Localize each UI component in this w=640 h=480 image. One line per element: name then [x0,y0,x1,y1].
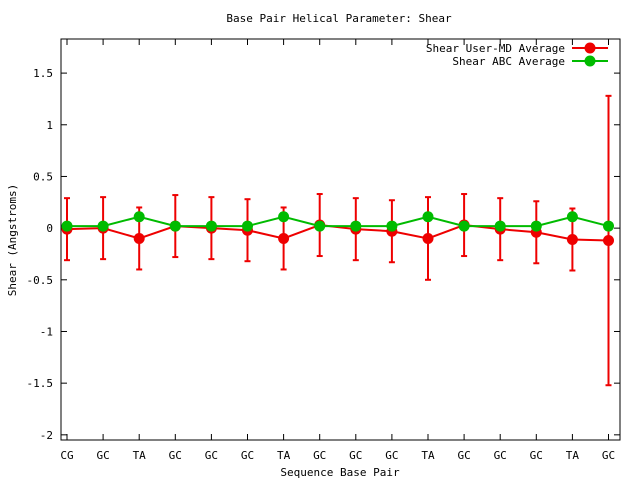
data-point [350,220,362,232]
x-axis: CG GC TA GC GC GC TA GC GC GC TA GC GC GC TA GC [60,39,615,462]
x-tick-label: TA [277,449,291,462]
y-tick-label: 0 [46,222,53,235]
y-tick-label: 0.5 [33,170,53,183]
x-tick-label: TA [566,449,580,462]
x-tick-label: TA [421,449,435,462]
data-point [205,220,217,232]
y-axis: 1.5 1 0.5 0 -0.5 -1 -1.5 -2 [27,67,620,442]
series-layer [61,94,614,387]
data-point [314,220,326,232]
x-tick-label: GC [349,449,362,462]
data-point [278,232,290,244]
x-tick-label: TA [133,449,147,462]
x-tick-label: GC [241,449,254,462]
y-tick-label: 1 [46,119,53,132]
y-tick-label: -0.5 [27,274,54,287]
data-point [458,220,470,232]
plot-frame [60,38,621,441]
data-point [566,211,578,223]
y-tick-label: 1.5 [33,67,53,80]
legend-label: Shear ABC Average [452,55,565,68]
data-point [422,232,434,244]
data-point [169,220,181,232]
x-axis-label: Sequence Base Pair [280,466,400,479]
x-tick-label: GC [530,449,543,462]
y-tick-label: -1 [40,325,53,338]
data-point [603,220,614,232]
legend-marker [584,42,596,54]
x-tick-label: GC [313,449,326,462]
y-tick-label: -1.5 [27,377,54,390]
x-tick-label: GC [385,449,398,462]
legend-label: Shear User-MD Average [426,42,565,55]
x-tick-label: CG [60,449,73,462]
x-tick-label: GC [602,449,615,462]
data-point [386,220,398,232]
x-tick-label: GC [494,449,507,462]
x-tick-label: GC [457,449,470,462]
data-point [422,211,434,223]
series-line [66,224,609,242]
data-point [278,211,290,223]
data-point [133,232,145,244]
data-point [242,220,253,232]
chart-title: Base Pair Helical Parameter: Shear [226,12,452,25]
x-tick-label: GC [96,449,109,462]
data-point [97,220,109,232]
data-point [494,220,506,232]
series-line [67,215,609,228]
y-tick-label: -2 [40,429,53,442]
data-point [133,211,145,223]
data-point [566,234,578,245]
legend-marker [584,55,596,67]
series-2 [61,211,614,232]
data-point [603,235,614,247]
x-tick-label: GC [169,449,182,462]
data-point [530,220,542,232]
data-point [61,220,73,232]
y-axis-label: Shear (Angstroms) [6,184,19,297]
series-1 [61,94,614,387]
x-tick-label: GC [205,449,218,462]
